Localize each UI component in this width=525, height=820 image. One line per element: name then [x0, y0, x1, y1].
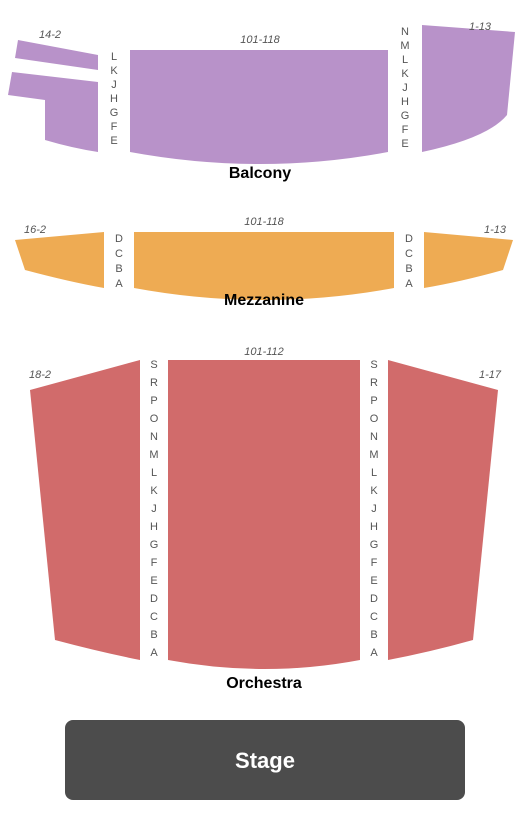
orchestra-row-left: S: [150, 359, 157, 371]
balcony-row-left: L: [111, 51, 117, 63]
orchestra-row-left: M: [149, 449, 158, 461]
orchestra-left[interactable]: [30, 360, 140, 660]
balcony-row-right: N: [401, 26, 409, 38]
balcony-center[interactable]: [130, 50, 388, 164]
balcony-center-range: 101-118: [240, 34, 280, 46]
mezzanine-left[interactable]: [15, 232, 104, 288]
orchestra-row-left: A: [150, 647, 158, 659]
orchestra-row-right: D: [370, 593, 378, 605]
orchestra-row-left: P: [150, 395, 157, 407]
mezzanine-row-right: A: [405, 278, 413, 290]
orchestra-row-right: M: [369, 449, 378, 461]
orchestra-center[interactable]: [168, 360, 360, 669]
mezzanine-row-left: D: [115, 233, 123, 245]
orchestra-row-right: O: [370, 413, 379, 425]
balcony-left-lower[interactable]: [8, 72, 98, 152]
orchestra-row-left: N: [150, 431, 158, 443]
balcony-row-right: E: [401, 138, 408, 150]
balcony-right[interactable]: [422, 25, 515, 152]
orchestra-row-left: C: [150, 611, 158, 623]
orchestra-label: Orchestra: [226, 675, 302, 692]
mezzanine-row-right: D: [405, 233, 413, 245]
balcony-row-left: K: [110, 65, 118, 77]
balcony-row-left: H: [110, 93, 118, 105]
balcony-row-left: J: [111, 79, 117, 91]
orchestra-row-right: J: [371, 503, 377, 515]
balcony-label: Balcony: [229, 165, 291, 182]
balcony-row-left: E: [110, 135, 117, 147]
mezzanine-label: Mezzanine: [224, 292, 304, 309]
orchestra-row-left: E: [150, 575, 157, 587]
orchestra-row-left: F: [151, 557, 158, 569]
balcony-row-left: F: [111, 121, 118, 133]
orchestra-row-right: F: [371, 557, 378, 569]
orchestra-row-left: K: [150, 485, 158, 497]
orchestra-row-left: G: [150, 539, 159, 551]
orchestra-row-left: B: [150, 629, 157, 641]
mezzanine-right[interactable]: [424, 232, 513, 288]
orchestra-row-left: J: [151, 503, 157, 515]
seating-chart: StageSRPONMLKJHGFEDCBASRPONMLKJHGFEDCBA1…: [0, 0, 525, 820]
orchestra-row-right: S: [370, 359, 377, 371]
mezzanine-row-right: C: [405, 248, 413, 260]
balcony-left-range: 14-2: [39, 29, 61, 41]
mezzanine-row-left: B: [115, 263, 122, 275]
balcony-row-right: L: [402, 54, 408, 66]
mezzanine-row-left: C: [115, 248, 123, 260]
balcony-row-right: H: [401, 96, 409, 108]
orchestra-row-right: P: [370, 395, 377, 407]
orchestra-row-right: H: [370, 521, 378, 533]
mezzanine-right-range: 1-13: [484, 224, 507, 236]
mezzanine-left-range: 16-2: [24, 224, 46, 236]
stage-label: Stage: [235, 748, 295, 773]
balcony-row-right: M: [400, 40, 409, 52]
orchestra-row-right: B: [370, 629, 377, 641]
balcony-row-right: F: [402, 124, 409, 136]
orchestra-center-range: 101-112: [244, 346, 284, 358]
balcony-right-range: 1-13: [469, 21, 492, 33]
orchestra-row-right: C: [370, 611, 378, 623]
mezzanine-center[interactable]: [134, 232, 394, 300]
orchestra-row-right: K: [370, 485, 378, 497]
balcony-row-right: G: [401, 110, 410, 122]
orchestra-row-left: O: [150, 413, 159, 425]
orchestra-row-right: R: [370, 377, 378, 389]
mezzanine-row-right: B: [405, 263, 412, 275]
orchestra-row-right: G: [370, 539, 379, 551]
orchestra-row-right: E: [370, 575, 377, 587]
orchestra-row-left: R: [150, 377, 158, 389]
balcony-row-right: K: [401, 68, 409, 80]
balcony-row-left: G: [110, 107, 119, 119]
balcony-left-upper[interactable]: [15, 40, 98, 70]
orchestra-row-left: L: [151, 467, 157, 479]
mezzanine-center-range: 101-118: [244, 216, 284, 228]
orchestra-row-right: N: [370, 431, 378, 443]
balcony-row-right: J: [402, 82, 408, 94]
orchestra-row-left: D: [150, 593, 158, 605]
orchestra-right-range: 1-17: [479, 369, 502, 381]
orchestra-right[interactable]: [388, 360, 498, 660]
orchestra-left-range: 18-2: [29, 369, 51, 381]
orchestra-row-right: L: [371, 467, 377, 479]
orchestra-row-left: H: [150, 521, 158, 533]
mezzanine-row-left: A: [115, 278, 123, 290]
orchestra-row-right: A: [370, 647, 378, 659]
